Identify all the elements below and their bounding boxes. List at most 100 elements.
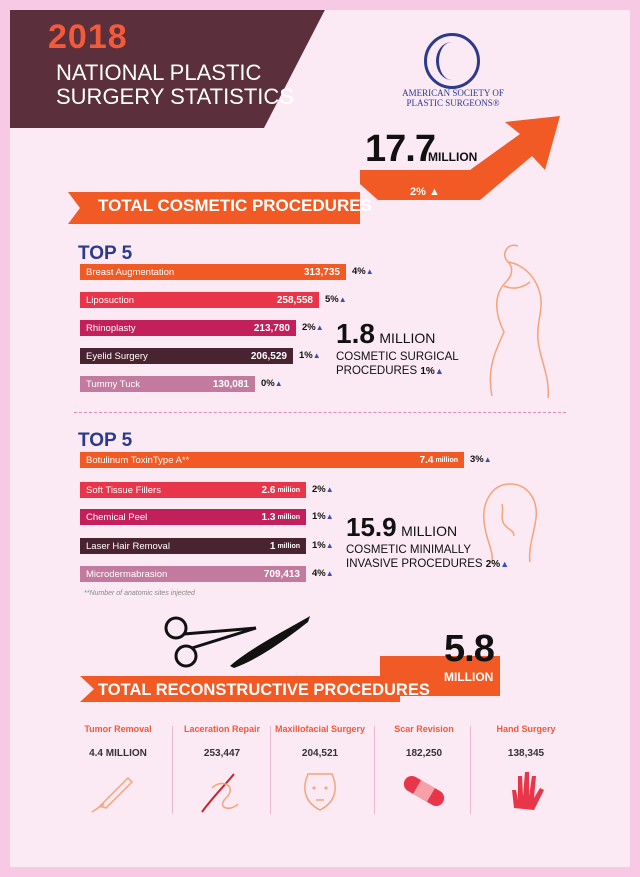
reconstructive-item: Scar Revision 182,250 (376, 724, 472, 759)
up-arrow-icon: ▲ (483, 455, 492, 464)
minimally-summary: 15.9 MILLION COSMETIC MINIMALLY INVASIVE… (346, 512, 509, 572)
title-line-2: SURGERY STATISTICS (56, 84, 294, 109)
surgical-row-label: Eyelid Surgery (80, 348, 190, 364)
suture-needle-icon (201, 773, 239, 813)
up-arrow-icon: ▲ (434, 366, 444, 376)
surgical-top5-heading: TOP 5 (78, 243, 133, 264)
minimally-row-change: 2%▲ (312, 484, 334, 495)
asps-logo-icon (424, 33, 480, 89)
surgical-row-bar: 206,529 (190, 348, 293, 364)
surgical-row-value: 258,558 (276, 294, 313, 306)
minimally-row-change: 1%▲ (312, 511, 334, 522)
surgical-row-bar: 213,780 (190, 320, 296, 336)
reconstructive-total-value: 5.8 (444, 628, 495, 670)
cosmetic-total-unit: MILLION (428, 150, 478, 164)
minimally-row-label: Laser Hair Removal (80, 538, 190, 554)
reconstructive-item: Maxillofacial Surgery 204,521 (272, 724, 368, 759)
up-arrow-icon: ▲ (500, 559, 510, 569)
reconstructive-item-value: 253,447 (203, 748, 241, 759)
up-arrow-icon: ▲ (312, 351, 321, 360)
surgical-row-bar: 313,735 (190, 264, 346, 280)
logo-line-1: AMERICAN SOCIETY OF (402, 88, 504, 98)
bandage-icon (403, 776, 445, 806)
surgical-row-label: Tummy Tuck (80, 376, 190, 392)
surgical-row-change: 2%▲ (302, 322, 324, 333)
surgical-row-label: Breast Augmentation (80, 264, 190, 280)
reconstructive-item-label: Laceration Repair (183, 724, 261, 734)
minimally-row-change-value: 1% (312, 511, 326, 522)
reconstructive-item-label: Scar Revision (394, 724, 454, 734)
minimally-row-bar: 1 million (190, 538, 306, 554)
reconstructive-banner-bg (80, 676, 400, 702)
minimally-row-change: 1%▲ (312, 540, 334, 551)
reconstructive-item-label: Maxillofacial Surgery (274, 724, 366, 734)
reconstructive-item-value: 182,250 (405, 748, 443, 759)
surgical-row-value: 213,780 (253, 322, 290, 334)
up-arrow-icon: ▲ (325, 569, 334, 578)
up-arrow-icon: ▲ (325, 512, 334, 521)
reconstructive-total-label: TOTAL RECONSTRUCTIVE PROCEDURES (98, 681, 430, 699)
reconstructive-item-value: 204,521 (301, 748, 339, 759)
minimally-row-label: Chemical Peel (80, 509, 190, 525)
minimally-summary-change: 2% (485, 559, 501, 570)
header: 2018 NATIONAL PLASTIC SURGERY STATISTICS… (0, 0, 640, 128)
surgical-row-change-value: 5% (325, 294, 339, 305)
reconstructive-item: Tumor Removal 4.4 MILLION (70, 724, 166, 759)
cosmetic-total-value: 17.7 (365, 128, 436, 170)
face-icon (304, 773, 336, 811)
minimally-row-unit: million (435, 456, 458, 464)
scissors-scalpel-icon (164, 616, 310, 668)
surgical-summary-unit: MILLION (379, 330, 436, 346)
up-arrow-icon: ▲ (325, 485, 334, 494)
surgical-summary: 1.8 MILLION COSMETIC SURGICAL PROCEDURES… (336, 318, 459, 379)
reconstructive-item-value: 138,345 (507, 748, 545, 759)
minimally-row-bar: 7.4 million (190, 452, 464, 468)
column-separator (270, 726, 271, 814)
surgical-row-label: Liposuction (80, 292, 190, 308)
minimally-summary-unit: MILLION (401, 523, 458, 539)
minimally-row-label: Botulinum ToxinType A** (80, 452, 190, 468)
growth-arrow (360, 116, 560, 200)
surgical-row-value: 206,529 (250, 350, 287, 362)
surgical-summary-change: 1% (420, 366, 435, 377)
minimally-row-change: 4%▲ (312, 568, 334, 579)
surgical-row-label: Rhinoplasty (80, 320, 190, 336)
minimally-summary-number: 15.9 (346, 512, 397, 542)
minimally-row-change-value: 2% (312, 484, 326, 495)
surgical-row-change-value: 1% (299, 350, 313, 361)
up-arrow-icon: ▲ (338, 295, 347, 304)
cosmetic-banner-bg (68, 192, 360, 224)
up-arrow-icon: ▲ (325, 541, 334, 550)
footnote: **Number of anatomic sites injected (84, 590, 195, 597)
reconstructive-total-unit: MILLION (444, 670, 494, 684)
reconstructive-item: Laceration Repair 253,447 (174, 724, 270, 759)
reconstructive-number-panel (380, 656, 500, 696)
surgical-row-change-value: 2% (302, 322, 316, 333)
minimally-summary-line2-wrap: INVASIVE PROCEDURES 2%▲ (346, 557, 509, 572)
surgical-row-change: 1%▲ (299, 350, 321, 361)
header-banner (0, 0, 330, 128)
minimally-row-value: 1.3 (261, 511, 276, 523)
minimally-top5-heading: TOP 5 (78, 430, 133, 451)
hand-icon (512, 772, 544, 810)
up-arrow-icon: ▲ (428, 186, 440, 198)
surgical-row-bar: 130,081 (190, 376, 255, 392)
scalpel-icon (91, 776, 134, 813)
surgical-row-bar: 258,558 (190, 292, 319, 308)
reconstructive-item-label: Tumor Removal (84, 724, 152, 734)
reconstructive-banner-graphic (80, 656, 500, 702)
up-arrow-icon: ▲ (274, 379, 283, 388)
minimally-summary-line2: INVASIVE PROCEDURES (346, 558, 483, 570)
minimally-row-label: Microdermabrasion (80, 566, 190, 582)
surgical-summary-number: 1.8 (336, 318, 375, 349)
minimally-row-change-value: 1% (312, 540, 326, 551)
surgical-summary-line1: COSMETIC SURGICAL (336, 351, 459, 363)
minimally-row-value: 7.4 (419, 454, 434, 466)
cosmetic-arrow-graphic (68, 116, 560, 224)
minimally-row-bar: 2.6 million (190, 482, 306, 498)
minimally-row-change: 3%▲ (470, 454, 492, 465)
minimally-row-bar: 1.3 million (190, 509, 306, 525)
up-arrow-icon: ▲ (365, 267, 374, 276)
surgical-row-change-value: 0% (261, 378, 275, 389)
